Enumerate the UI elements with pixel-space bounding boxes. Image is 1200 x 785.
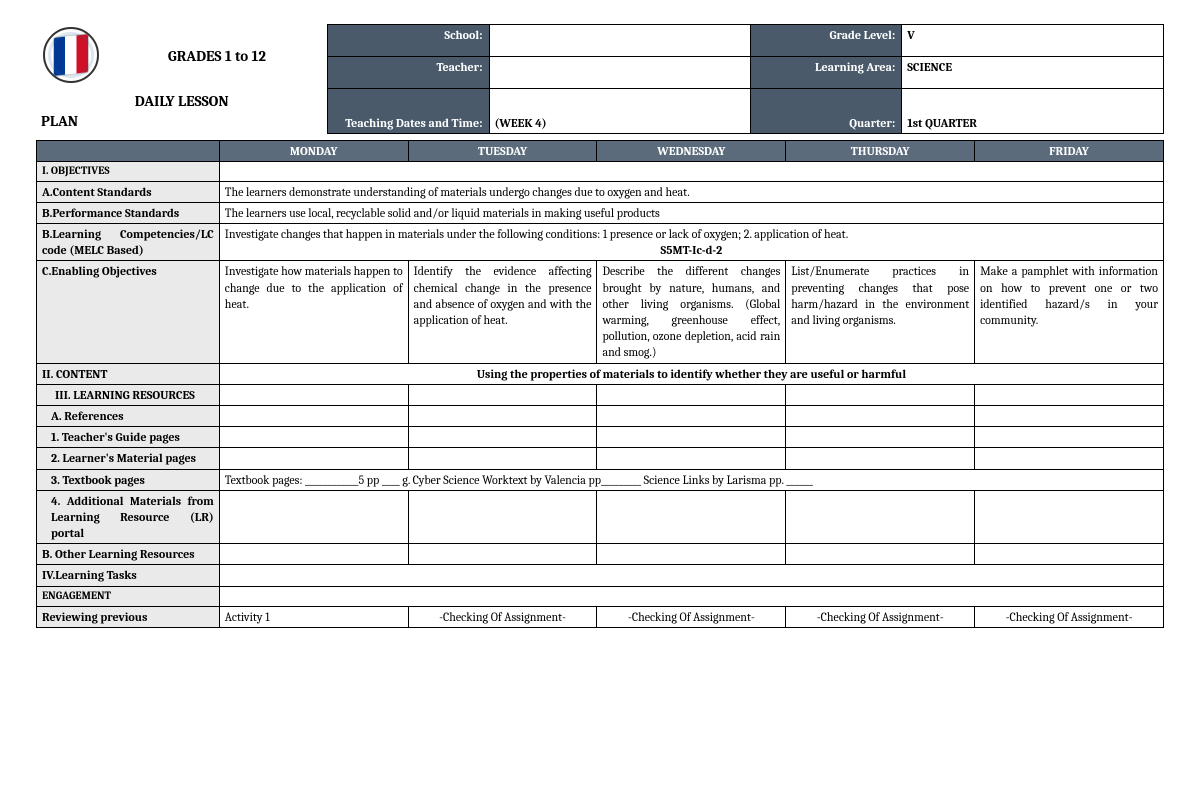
additional-materials-label: 4. Additional Materials from Learning Re… <box>37 490 220 544</box>
engagement-label: ENGAGEMENT <box>37 586 220 606</box>
enabling-thu: List/Enumerate practices in preventing c… <box>786 261 975 363</box>
learning-competencies-code: S5MT-Ic-d-2 <box>225 242 1158 258</box>
main-table: MONDAY TUESDAY WEDNESDAY THURSDAY FRIDAY… <box>36 140 1164 628</box>
learning-tasks-heading: IV.Learning Tasks <box>37 565 220 586</box>
content-standards: The learners demonstrate understanding o… <box>219 181 1163 202</box>
reviewing-fri: -Checking Of Assignment- <box>975 606 1164 627</box>
enabling-fri: Make a pamphlet with information on how … <box>975 261 1164 363</box>
reviewing-mon: Activity 1 <box>219 606 408 627</box>
teachers-guide-label: 1. Teacher's Guide pages <box>37 427 220 448</box>
days-header-row: MONDAY TUESDAY WEDNESDAY THURSDAY FRIDAY <box>37 140 1164 161</box>
textbook-pages-text: Textbook pages: ____________5 pp ____ g.… <box>219 469 1163 490</box>
content-heading: II. CONTENT <box>37 363 220 384</box>
performance-standards-label: B.Performance Standards <box>37 202 220 223</box>
quarter-value: 1st QUARTER <box>902 89 1164 134</box>
learning-area-value: SCIENCE <box>902 57 1164 89</box>
quarter-label: Quarter: <box>751 89 902 134</box>
school-value <box>489 25 751 57</box>
reviewing-tue: -Checking Of Assignment- <box>408 606 597 627</box>
reviewing-wed: -Checking Of Assignment- <box>597 606 786 627</box>
objectives-heading: I. OBJECTIVES <box>37 161 220 181</box>
enabling-objectives-label: C.Enabling Objectives <box>37 261 220 363</box>
day-wednesday: WEDNESDAY <box>597 140 786 161</box>
school-label: School: <box>328 25 489 57</box>
teacher-label: Teacher: <box>328 57 489 89</box>
grades-title: GRADES 1 to 12 <box>106 25 327 89</box>
plan-label: PLAN <box>41 111 322 131</box>
references-label: A. References <box>37 405 220 426</box>
day-thursday: THURSDAY <box>786 140 975 161</box>
header-table: GRADES 1 to 12 School: Grade Level: V Te… <box>36 24 1164 134</box>
learning-competencies: Investigate changes that happen in mater… <box>219 224 1163 261</box>
learning-area-label: Learning Area: <box>751 57 902 89</box>
reviewing-thu: -Checking Of Assignment- <box>786 606 975 627</box>
content-standards-label: A.Content Standards <box>37 181 220 202</box>
learning-competencies-label: B.Learning Competencies/LC code (MELC Ba… <box>37 224 220 261</box>
deped-logo <box>43 27 99 83</box>
enabling-tue: Identify the evidence affecting chemical… <box>408 261 597 363</box>
day-tuesday: TUESDAY <box>408 140 597 161</box>
reviewing-previous-label: Reviewing previous <box>37 606 220 627</box>
learners-material-label: 2. Learner's Material pages <box>37 448 220 469</box>
daily-lesson-label: DAILY LESSON <box>41 91 322 111</box>
teaching-dates-value: (WEEK 4) <box>489 89 751 134</box>
textbook-pages-label: 3. Textbook pages <box>37 469 220 490</box>
day-monday: MONDAY <box>219 140 408 161</box>
grade-level-label: Grade Level: <box>751 25 902 57</box>
enabling-mon: Investigate how materials happen to chan… <box>219 261 408 363</box>
grade-level-value: V <box>902 25 1164 57</box>
enabling-wed: Describe the different changes brought b… <box>597 261 786 363</box>
day-friday: FRIDAY <box>975 140 1164 161</box>
other-learning-resources-label: B. Other Learning Resources <box>37 544 220 565</box>
teaching-dates-label: Teaching Dates and Time: <box>328 89 489 134</box>
learning-resources-heading: III. LEARNING RESOURCES <box>37 384 220 405</box>
teacher-value <box>489 57 751 89</box>
content-text: Using the properties of materials to ide… <box>219 363 1163 384</box>
performance-standards: The learners use local, recyclable solid… <box>219 202 1163 223</box>
learning-competencies-text: Investigate changes that happen in mater… <box>225 227 848 241</box>
